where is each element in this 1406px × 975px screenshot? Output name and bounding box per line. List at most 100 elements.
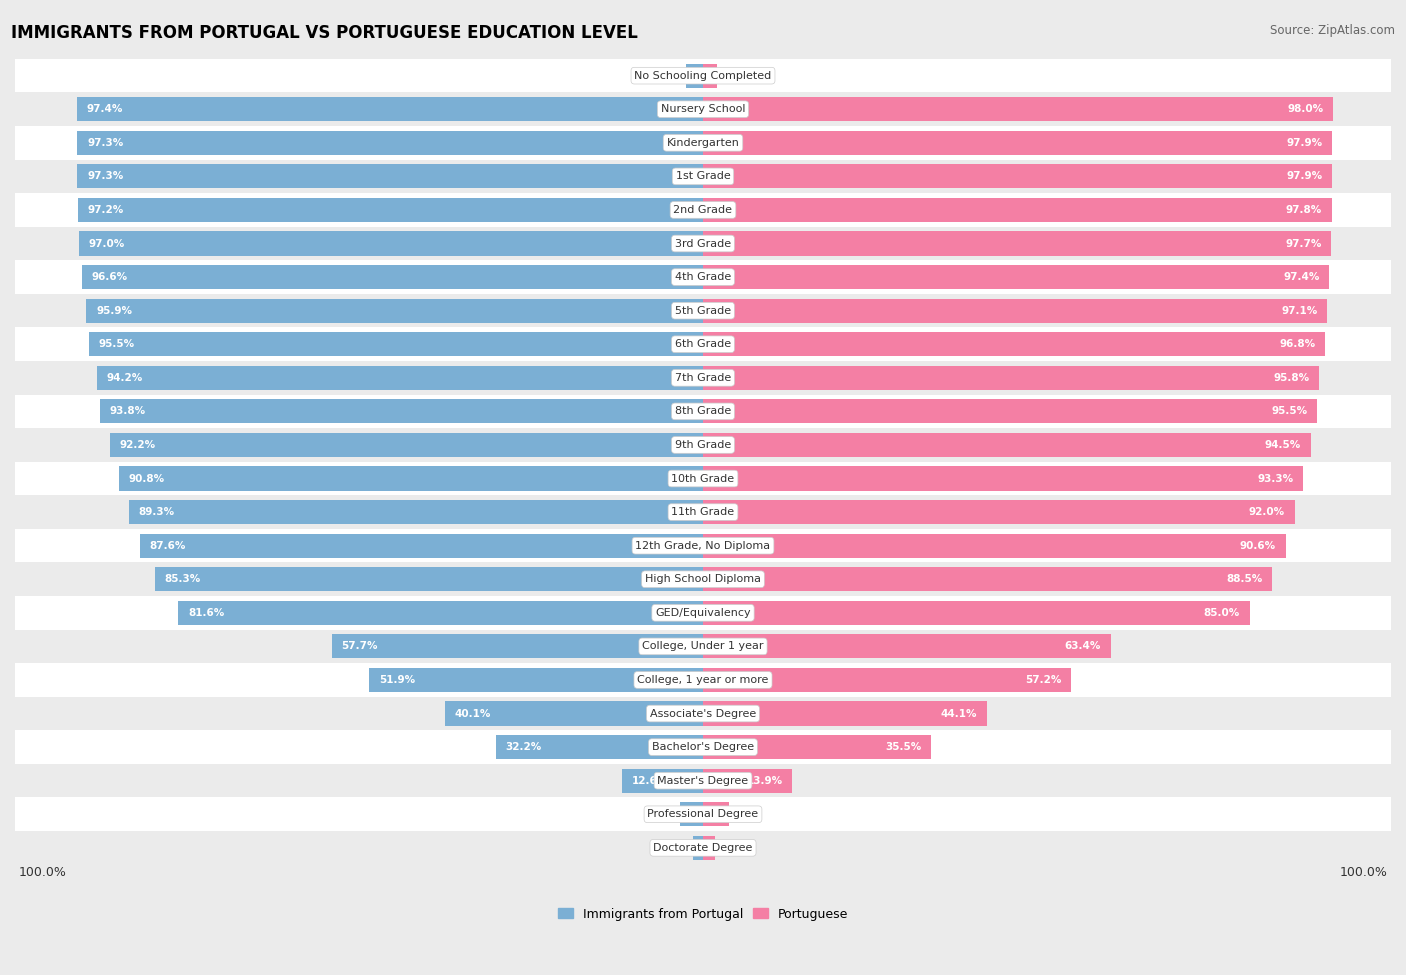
Bar (703, 466, 1303, 490)
Text: 95.5%: 95.5% (1271, 407, 1308, 416)
Bar (446, 701, 703, 725)
Text: Doctorate Degree: Doctorate Degree (654, 842, 752, 853)
Bar (703, 768, 793, 793)
Text: 95.5%: 95.5% (98, 339, 135, 349)
Text: 96.6%: 96.6% (91, 272, 128, 282)
Text: 44.1%: 44.1% (941, 709, 977, 719)
Text: 97.7%: 97.7% (1285, 239, 1322, 249)
Bar (15, 831, 1391, 865)
Text: No Schooling Completed: No Schooling Completed (634, 70, 772, 81)
Bar (15, 93, 1391, 126)
Text: 90.8%: 90.8% (129, 474, 165, 484)
Text: Bachelor's Degree: Bachelor's Degree (652, 742, 754, 752)
Text: 32.2%: 32.2% (506, 742, 541, 752)
Text: 85.0%: 85.0% (1204, 607, 1240, 618)
Bar (86, 298, 703, 323)
Text: Nursery School: Nursery School (661, 104, 745, 114)
Bar (496, 735, 703, 760)
Text: 2.1%: 2.1% (723, 70, 749, 81)
Text: 57.2%: 57.2% (1025, 675, 1062, 685)
Bar (15, 193, 1391, 227)
Text: Professional Degree: Professional Degree (647, 809, 759, 819)
Bar (15, 428, 1391, 462)
Bar (89, 332, 703, 356)
Text: 97.4%: 97.4% (86, 104, 122, 114)
Text: 98.0%: 98.0% (1288, 104, 1323, 114)
Bar (703, 400, 1317, 423)
Text: 97.3%: 97.3% (87, 172, 124, 181)
Bar (129, 500, 703, 525)
Bar (703, 668, 1071, 692)
Bar (703, 601, 1250, 625)
Bar (703, 265, 1329, 290)
Bar (703, 231, 1331, 255)
Bar (370, 668, 703, 692)
Bar (15, 798, 1391, 831)
Bar (15, 697, 1391, 730)
Text: 88.5%: 88.5% (1226, 574, 1263, 584)
Text: 57.7%: 57.7% (342, 642, 378, 651)
Text: 1.8%: 1.8% (721, 842, 748, 853)
Bar (15, 260, 1391, 293)
Text: 6th Grade: 6th Grade (675, 339, 731, 349)
Text: 89.3%: 89.3% (138, 507, 174, 517)
Bar (120, 466, 703, 490)
Bar (703, 433, 1310, 457)
Bar (703, 500, 1295, 525)
Text: Source: ZipAtlas.com: Source: ZipAtlas.com (1270, 24, 1395, 37)
Text: 35.5%: 35.5% (886, 742, 921, 752)
Text: 97.9%: 97.9% (1286, 172, 1323, 181)
Bar (703, 332, 1326, 356)
Text: 1st Grade: 1st Grade (676, 172, 730, 181)
Text: 92.2%: 92.2% (120, 440, 156, 450)
Bar (15, 663, 1391, 697)
Bar (155, 567, 703, 592)
Bar (703, 131, 1333, 155)
Bar (703, 635, 1111, 658)
Text: 5th Grade: 5th Grade (675, 306, 731, 316)
Bar (100, 400, 703, 423)
Legend: Immigrants from Portugal, Portuguese: Immigrants from Portugal, Portuguese (553, 903, 853, 925)
Bar (15, 361, 1391, 395)
Text: 51.9%: 51.9% (380, 675, 415, 685)
Text: 94.5%: 94.5% (1265, 440, 1301, 450)
Text: 95.9%: 95.9% (96, 306, 132, 316)
Bar (703, 802, 730, 827)
Text: IMMIGRANTS FROM PORTUGAL VS PORTUGUESE EDUCATION LEVEL: IMMIGRANTS FROM PORTUGAL VS PORTUGUESE E… (11, 24, 638, 42)
Text: High School Diploma: High School Diploma (645, 574, 761, 584)
Bar (15, 495, 1391, 528)
Text: 4th Grade: 4th Grade (675, 272, 731, 282)
Bar (693, 836, 703, 860)
Bar (15, 730, 1391, 763)
Text: Kindergarten: Kindergarten (666, 137, 740, 148)
Text: 95.8%: 95.8% (1274, 372, 1309, 383)
Bar (15, 227, 1391, 260)
Text: 11th Grade: 11th Grade (672, 507, 734, 517)
Bar (15, 395, 1391, 428)
Bar (15, 126, 1391, 160)
Text: 63.4%: 63.4% (1064, 642, 1101, 651)
Bar (15, 630, 1391, 663)
Bar (15, 328, 1391, 361)
Text: Associate's Degree: Associate's Degree (650, 709, 756, 719)
Text: 12.6%: 12.6% (631, 776, 668, 786)
Bar (15, 763, 1391, 798)
Text: 97.1%: 97.1% (1281, 306, 1317, 316)
Bar (703, 165, 1333, 188)
Bar (179, 601, 703, 625)
Text: 10th Grade: 10th Grade (672, 474, 734, 484)
Bar (703, 533, 1285, 558)
Text: 87.6%: 87.6% (149, 541, 186, 551)
Bar (703, 366, 1319, 390)
Bar (703, 567, 1272, 592)
Text: 9th Grade: 9th Grade (675, 440, 731, 450)
Bar (703, 298, 1327, 323)
Bar (77, 165, 703, 188)
Bar (621, 768, 703, 793)
Text: 97.9%: 97.9% (1286, 137, 1323, 148)
Text: 97.0%: 97.0% (89, 239, 125, 249)
Text: 8th Grade: 8th Grade (675, 407, 731, 416)
Text: 94.2%: 94.2% (107, 372, 143, 383)
Bar (139, 533, 703, 558)
Bar (681, 802, 703, 827)
